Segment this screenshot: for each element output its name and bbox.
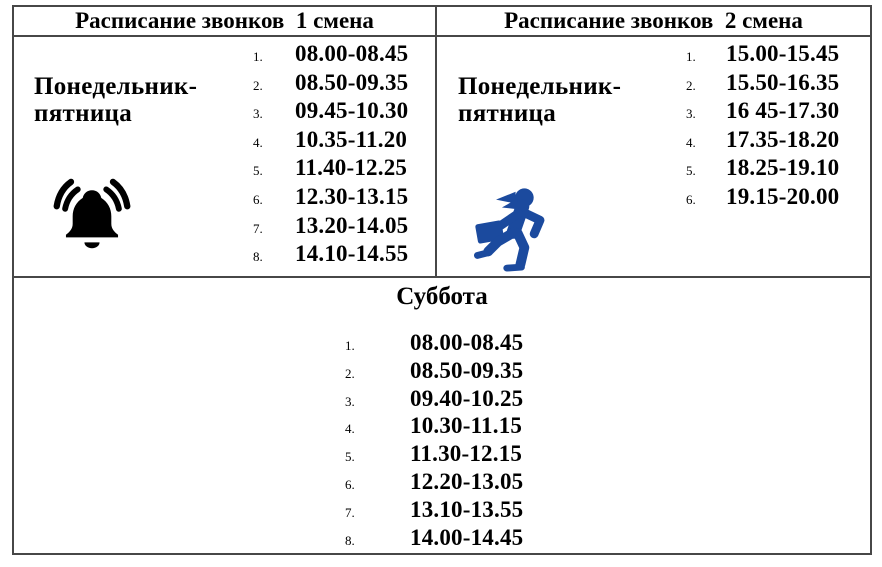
lesson-number: 5. — [686, 163, 696, 179]
lesson-time: 15.50-16.35 — [726, 69, 840, 95]
lesson-row: 6. 12.20-13.05 — [345, 469, 523, 497]
lesson-time: 16 45-17.30 — [726, 98, 840, 124]
lesson-time: 13.20-14.05 — [295, 212, 409, 238]
lesson-number: 3. — [345, 393, 355, 409]
running-student-icon — [461, 183, 577, 273]
ringing-bell-icon — [50, 178, 134, 257]
weekday-section: Расписание звонков 1 смена Понедельник- … — [14, 7, 870, 278]
shift2-column: Расписание звонков 2 смена Понедельник- … — [437, 7, 870, 276]
lesson-row: 1. 08.00-08.45 — [253, 41, 408, 70]
days-line2: пятница — [458, 100, 557, 127]
lesson-row: 2. 08.50-09.35 — [253, 70, 408, 99]
shift1-header: Расписание звонков 1 смена — [14, 7, 435, 37]
lesson-row: 3. 09.45-10.30 — [253, 98, 408, 127]
lesson-row: 2. 15.50-16.35 — [686, 70, 839, 99]
lesson-time: 19.15-20.00 — [726, 183, 840, 209]
days-line2: пятница — [34, 100, 133, 127]
lesson-row: 8. 14.00-14.45 — [345, 525, 523, 553]
shift2-lessons-list: 1. 15.00-15.45 2. 15.50-16.35 3. 16 45-17.30 4… — [686, 41, 839, 213]
shift2-header: Расписание звонков 2 смена — [437, 7, 870, 37]
lesson-number: 6. — [345, 476, 355, 492]
lesson-number: 6. — [253, 191, 263, 207]
lesson-row: 7. 13.20-14.05 — [253, 213, 408, 242]
lesson-time: 09.45-10.30 — [295, 98, 409, 124]
days-line1: Понедельник- — [34, 73, 198, 100]
saturday-header: Суббота — [396, 283, 488, 310]
lesson-time: 08.50-09.35 — [410, 357, 524, 383]
lesson-row: 4. 10.30-11.15 — [345, 413, 523, 441]
lesson-row: 5. 11.30-12.15 — [345, 441, 523, 469]
lesson-time: 10.35-11.20 — [295, 126, 408, 152]
lesson-time: 18.25-19.10 — [726, 155, 840, 181]
lesson-row: 1. 15.00-15.45 — [686, 41, 839, 70]
lesson-number: 3. — [253, 106, 263, 122]
lesson-time: 14.10-14.55 — [295, 241, 409, 267]
shift1-days-label: Понедельник- пятница — [34, 73, 197, 127]
lesson-number: 2. — [686, 77, 696, 93]
shift1-lessons-list: 1. 08.00-08.45 2. 08.50-09.35 3. 09.45-10.30 4… — [253, 41, 408, 270]
lesson-number: 5. — [345, 449, 355, 465]
lesson-row: 4. 10.35-11.20 — [253, 127, 408, 156]
lesson-row: 5. 18.25-19.10 — [686, 155, 839, 184]
lesson-time: 08.50-09.35 — [295, 69, 409, 95]
lesson-row: 7. 13.10-13.55 — [345, 497, 523, 525]
saturday-lessons-list: 1. 08.00-08.45 2. 08.50-09.35 3. 09.40-10.25 4… — [345, 330, 523, 552]
lesson-time: 11.30-12.15 — [410, 441, 523, 467]
lesson-number: 1. — [686, 49, 696, 64]
lesson-time: 15.00-15.45 — [726, 41, 840, 66]
lesson-row: 4. 17.35-18.20 — [686, 127, 839, 156]
days-line1: Понедельник- — [458, 73, 622, 100]
lesson-time: 17.35-18.20 — [726, 126, 840, 152]
lesson-time: 10.30-11.15 — [410, 413, 523, 439]
saturday-section: Суббота 1. 08.00-08.45 2. 08.50-09.35 3. 09.4… — [14, 278, 870, 553]
lesson-time: 08.00-08.45 — [410, 330, 524, 355]
shift2-body: Понедельник- пятница — [437, 37, 870, 276]
lesson-row: 3. 09.40-10.25 — [345, 386, 523, 414]
lesson-time: 09.40-10.25 — [410, 385, 524, 411]
lesson-number: 8. — [253, 249, 263, 265]
lesson-row: 6. 12.30-13.15 — [253, 184, 408, 213]
lesson-number: 1. — [253, 49, 263, 64]
lesson-row: 5. 11.40-12.25 — [253, 155, 408, 184]
lesson-time: 12.30-13.15 — [295, 183, 409, 209]
lesson-number: 3. — [686, 106, 696, 122]
shift1-column: Расписание звонков 1 смена Понедельник- … — [14, 7, 437, 276]
lesson-number: 4. — [253, 134, 263, 150]
lesson-number: 4. — [686, 134, 696, 150]
lesson-number: 7. — [253, 220, 263, 236]
lesson-number: 5. — [253, 163, 263, 179]
lesson-number: 6. — [686, 191, 696, 207]
lesson-number: 1. — [345, 338, 355, 353]
lesson-number: 7. — [345, 504, 355, 520]
lesson-row: 2. 08.50-09.35 — [345, 358, 523, 386]
lesson-time: 14.00-14.45 — [410, 524, 524, 550]
lesson-number: 2. — [253, 77, 263, 93]
lesson-row: 3. 16 45-17.30 — [686, 98, 839, 127]
lesson-row: 1. 08.00-08.45 — [345, 330, 523, 358]
schedule-table: Расписание звонков 1 смена Понедельник- … — [12, 5, 872, 555]
lesson-number: 8. — [345, 532, 355, 548]
lesson-time: 08.00-08.45 — [295, 41, 409, 66]
lesson-row: 8. 14.10-14.55 — [253, 241, 408, 270]
lesson-row: 6. 19.15-20.00 — [686, 184, 839, 213]
shift1-body: Понедельник- пятница 1. 08.00- — [14, 37, 435, 276]
lesson-number: 2. — [345, 365, 355, 381]
shift2-days-label: Понедельник- пятница — [458, 73, 621, 127]
lesson-time: 11.40-12.25 — [295, 155, 408, 181]
lesson-time: 13.10-13.55 — [410, 496, 524, 522]
lesson-time: 12.20-13.05 — [410, 468, 524, 494]
lesson-number: 4. — [345, 421, 355, 437]
